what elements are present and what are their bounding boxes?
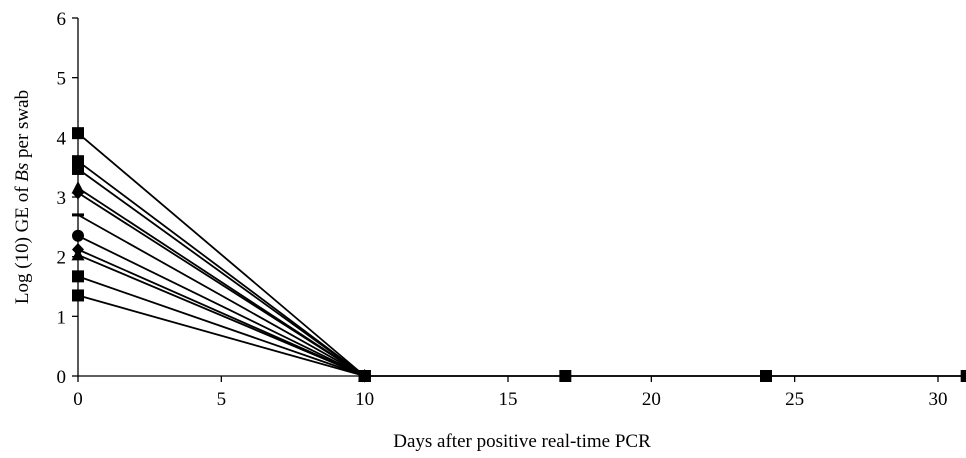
y-tick-label: 4: [57, 128, 67, 149]
y-tick-label: 3: [57, 188, 67, 209]
dash-marker: [72, 213, 84, 217]
axes: [72, 17, 966, 382]
circle-marker: [72, 229, 84, 242]
square-marker: [72, 270, 84, 283]
series-line-2: [77, 168, 366, 377]
x-axis-title: Days after positive real-time PCR: [393, 431, 651, 452]
y-axis-title: Log (10) GE of Bs per swab: [12, 90, 33, 304]
square-marker: [72, 127, 84, 140]
series-line-8: [77, 254, 366, 377]
x-tick-label: 20: [642, 389, 661, 410]
square-marker: [559, 370, 572, 382]
y-axis-title-part: Bs: [12, 163, 33, 182]
y-tick-label: 6: [57, 9, 67, 30]
triangle-marker: [71, 247, 85, 261]
series-line-1: [77, 160, 366, 377]
x-tick-label: 10: [355, 389, 374, 410]
y-tick-label: 1: [57, 307, 67, 328]
square-marker: [72, 162, 84, 175]
x-tick-label: 0: [73, 389, 83, 410]
square-marker: [960, 370, 966, 382]
series-lines: [77, 132, 966, 377]
series-line-4: [77, 192, 366, 377]
diamond-marker: [72, 186, 84, 200]
x-tick-label: 25: [785, 389, 804, 410]
y-tick-label: 2: [57, 248, 67, 269]
y-axis-title-part: Log (10) GE of: [12, 182, 33, 304]
series-line-5: [77, 214, 366, 377]
y-axis-title-part: per swab: [12, 90, 33, 163]
y-tick-label: 0: [57, 367, 67, 388]
square-marker: [72, 289, 84, 302]
series-line-10: [77, 294, 365, 377]
y-tick-label: 5: [57, 69, 67, 90]
series-markers: [71, 127, 966, 383]
x-tick-label: 5: [217, 389, 227, 410]
square-marker: [358, 370, 371, 382]
series-line-6: [77, 234, 366, 377]
series-line-0: [77, 132, 366, 377]
tick-labels: 0 1 2 3 4 5 6 0 5 10 15 20 25 30: [57, 9, 948, 410]
x-tick-label: 15: [499, 389, 518, 410]
series-line-9: [77, 275, 365, 377]
x-tick-label: 30: [929, 389, 948, 410]
square-marker: [760, 370, 772, 382]
